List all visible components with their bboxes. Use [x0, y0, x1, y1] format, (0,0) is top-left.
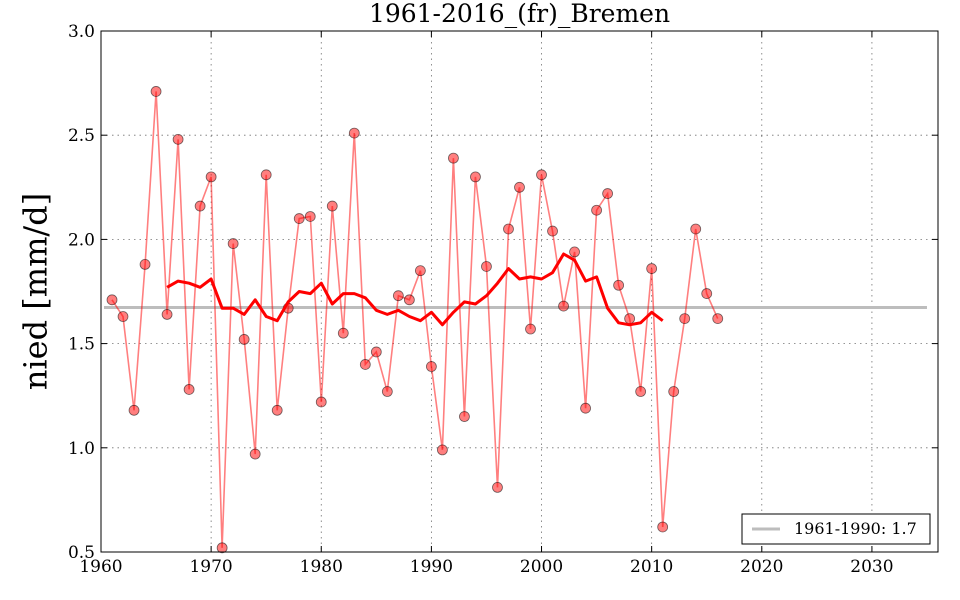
annual-point: [161, 309, 173, 320]
y-tick-label: 2.0: [68, 230, 95, 250]
annual-point: [679, 313, 691, 324]
annual-point: [249, 448, 261, 460]
x-tick-label: 2010: [630, 557, 673, 577]
annual-point: [437, 444, 448, 456]
annual-point: [172, 133, 184, 145]
annual-point: [591, 204, 602, 216]
annual-point: [381, 386, 393, 397]
annual-point: [569, 246, 580, 258]
annual-point: [657, 521, 669, 533]
annual-point: [183, 384, 195, 395]
annual-point: [150, 86, 162, 97]
annual-point: [547, 225, 558, 237]
annual-point: [459, 411, 470, 422]
annual-point: [117, 311, 129, 322]
smoothed-line: [166, 252, 664, 327]
y-tick-labels: 0.5 1.0 1.5 2.0 2.5 3.0: [68, 22, 95, 563]
y-tick-label: 0.5: [68, 543, 95, 563]
annual-point: [646, 263, 658, 274]
annual-point: [536, 169, 547, 181]
x-tick-label: 1970: [189, 557, 232, 577]
annual-point: [558, 300, 569, 312]
annual-point: [326, 200, 338, 212]
annual-point: [304, 211, 316, 222]
annual-point: [128, 404, 140, 416]
annual-point: [106, 294, 118, 306]
annual-line: [111, 91, 719, 548]
annual-point: [448, 152, 459, 164]
annual-point: [481, 261, 492, 272]
annual-point: [238, 334, 250, 345]
annual-point: [205, 171, 217, 183]
y-axis-label: nied [mm/d]: [17, 193, 55, 390]
annual-point: [602, 188, 614, 199]
annual-point: [293, 213, 305, 224]
smoothed-series-layer: [166, 252, 664, 327]
annual-point: [425, 361, 437, 372]
x-tick-labels: 1960 1970 1980 1990 2000 2010 2020 2030: [79, 557, 893, 577]
annual-point: [503, 223, 514, 235]
annual-point: [635, 386, 647, 397]
annual-point: [624, 313, 636, 324]
x-tick-label: 1990: [410, 557, 453, 577]
annual-point: [701, 288, 713, 299]
annual-point: [194, 200, 206, 212]
annual-point: [348, 127, 360, 139]
annual-point: [260, 169, 272, 181]
grid: [101, 31, 938, 552]
annual-point: [227, 238, 239, 249]
x-tick-label: 1980: [300, 557, 343, 577]
annual-point: [613, 279, 625, 291]
annual-series-layer: [106, 86, 724, 554]
legend: 1961-1990: 1.7: [741, 513, 931, 545]
annual-point: [668, 386, 680, 397]
annual-point: [580, 402, 591, 414]
annual-point: [359, 359, 371, 370]
plot-frame: [100, 30, 939, 553]
axis-ticks: [100, 30, 938, 553]
y-tick-label: 2.5: [68, 126, 95, 146]
annual-point: [337, 327, 349, 339]
annual-point: [139, 259, 151, 270]
annual-point: [392, 290, 404, 302]
x-tick-label: 2000: [520, 557, 563, 577]
annual-point: [403, 294, 415, 306]
y-tick-label: 1.5: [68, 335, 95, 355]
annual-point: [690, 223, 702, 235]
annual-point: [492, 481, 503, 493]
x-tick-label: 1960: [79, 557, 122, 577]
annual-point: [470, 171, 481, 183]
annual-point: [414, 265, 426, 277]
y-tick-label: 1.0: [68, 439, 95, 459]
x-tick-label: 2030: [850, 557, 893, 577]
annual-point: [514, 181, 525, 193]
annual-point: [370, 346, 382, 358]
annual-point: [271, 404, 283, 416]
legend-label-reference: 1961-1990: 1.7: [794, 519, 917, 538]
annual-point: [712, 313, 724, 324]
annual-point: [216, 542, 228, 554]
annual-point: [525, 323, 536, 335]
chart-title: 1961-2016_(fr)_Bremen: [369, 0, 670, 28]
y-tick-label: 3.0: [68, 22, 95, 42]
x-tick-label: 2020: [740, 557, 783, 577]
annual-point: [315, 396, 327, 408]
